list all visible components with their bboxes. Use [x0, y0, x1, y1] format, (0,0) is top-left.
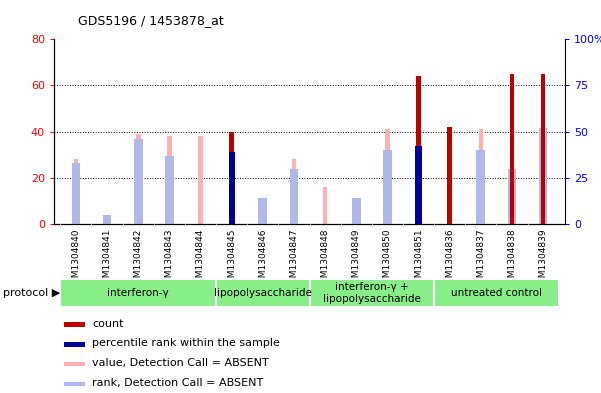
Text: protocol ▶: protocol ▶ — [3, 288, 60, 298]
Bar — [385, 129, 389, 224]
Bar — [105, 222, 109, 224]
Text: count: count — [93, 319, 124, 329]
Bar — [416, 76, 421, 224]
Bar — [510, 74, 514, 224]
Text: interferon-γ: interferon-γ — [108, 288, 169, 298]
Text: percentile rank within the sample: percentile rank within the sample — [93, 338, 280, 349]
Text: GSM1304847: GSM1304847 — [290, 228, 299, 289]
Text: GSM1304845: GSM1304845 — [227, 228, 236, 289]
Text: GSM1304851: GSM1304851 — [414, 228, 423, 289]
Bar — [541, 74, 546, 224]
Text: GSM1304838: GSM1304838 — [507, 228, 516, 289]
Text: value, Detection Call = ABSENT: value, Detection Call = ABSENT — [93, 358, 269, 368]
Bar — [73, 159, 78, 224]
Bar — [415, 147, 421, 224]
Bar — [60, 279, 216, 307]
Bar — [165, 156, 174, 224]
Bar — [290, 169, 298, 224]
Text: lipopolysaccharide: lipopolysaccharide — [214, 288, 312, 298]
Bar — [354, 213, 359, 224]
Text: GSM1304849: GSM1304849 — [352, 228, 361, 289]
Text: GSM1304840: GSM1304840 — [72, 228, 81, 289]
Text: GSM1304839: GSM1304839 — [538, 228, 548, 289]
Bar — [230, 132, 234, 224]
Bar — [72, 163, 81, 224]
Bar — [434, 279, 559, 307]
Bar — [447, 127, 452, 224]
Bar — [216, 279, 310, 307]
Bar — [538, 128, 548, 224]
Text: GSM1304841: GSM1304841 — [103, 228, 112, 289]
Bar — [64, 382, 85, 386]
Bar — [64, 362, 85, 366]
Text: GSM1304848: GSM1304848 — [320, 228, 329, 289]
Text: GSM1304836: GSM1304836 — [445, 228, 454, 289]
Bar — [167, 136, 172, 224]
Text: GSM1304843: GSM1304843 — [165, 228, 174, 289]
Bar — [478, 129, 483, 224]
Text: GSM1304846: GSM1304846 — [258, 228, 267, 289]
Bar — [198, 136, 203, 224]
Bar — [383, 150, 392, 224]
Bar — [103, 215, 111, 224]
Text: GDS5196 / 1453878_at: GDS5196 / 1453878_at — [78, 15, 224, 28]
Bar — [323, 187, 328, 224]
Bar — [477, 150, 485, 224]
Text: rank, Detection Call = ABSENT: rank, Detection Call = ABSENT — [93, 378, 264, 388]
Bar — [136, 134, 141, 224]
Bar — [508, 169, 516, 224]
Bar — [134, 139, 142, 224]
Text: GSM1304850: GSM1304850 — [383, 228, 392, 289]
Text: GSM1304837: GSM1304837 — [477, 228, 486, 289]
Bar — [64, 342, 85, 347]
Text: GSM1304842: GSM1304842 — [133, 228, 142, 288]
Bar — [352, 198, 361, 224]
Text: interferon-γ +
lipopolysaccharide: interferon-γ + lipopolysaccharide — [323, 282, 421, 303]
Bar — [260, 213, 265, 224]
Text: untreated control: untreated control — [451, 288, 542, 298]
Bar — [291, 159, 296, 224]
Bar — [258, 198, 267, 224]
Bar — [64, 322, 85, 327]
Text: GSM1304844: GSM1304844 — [196, 228, 205, 288]
Bar — [310, 279, 434, 307]
Bar — [228, 152, 235, 224]
